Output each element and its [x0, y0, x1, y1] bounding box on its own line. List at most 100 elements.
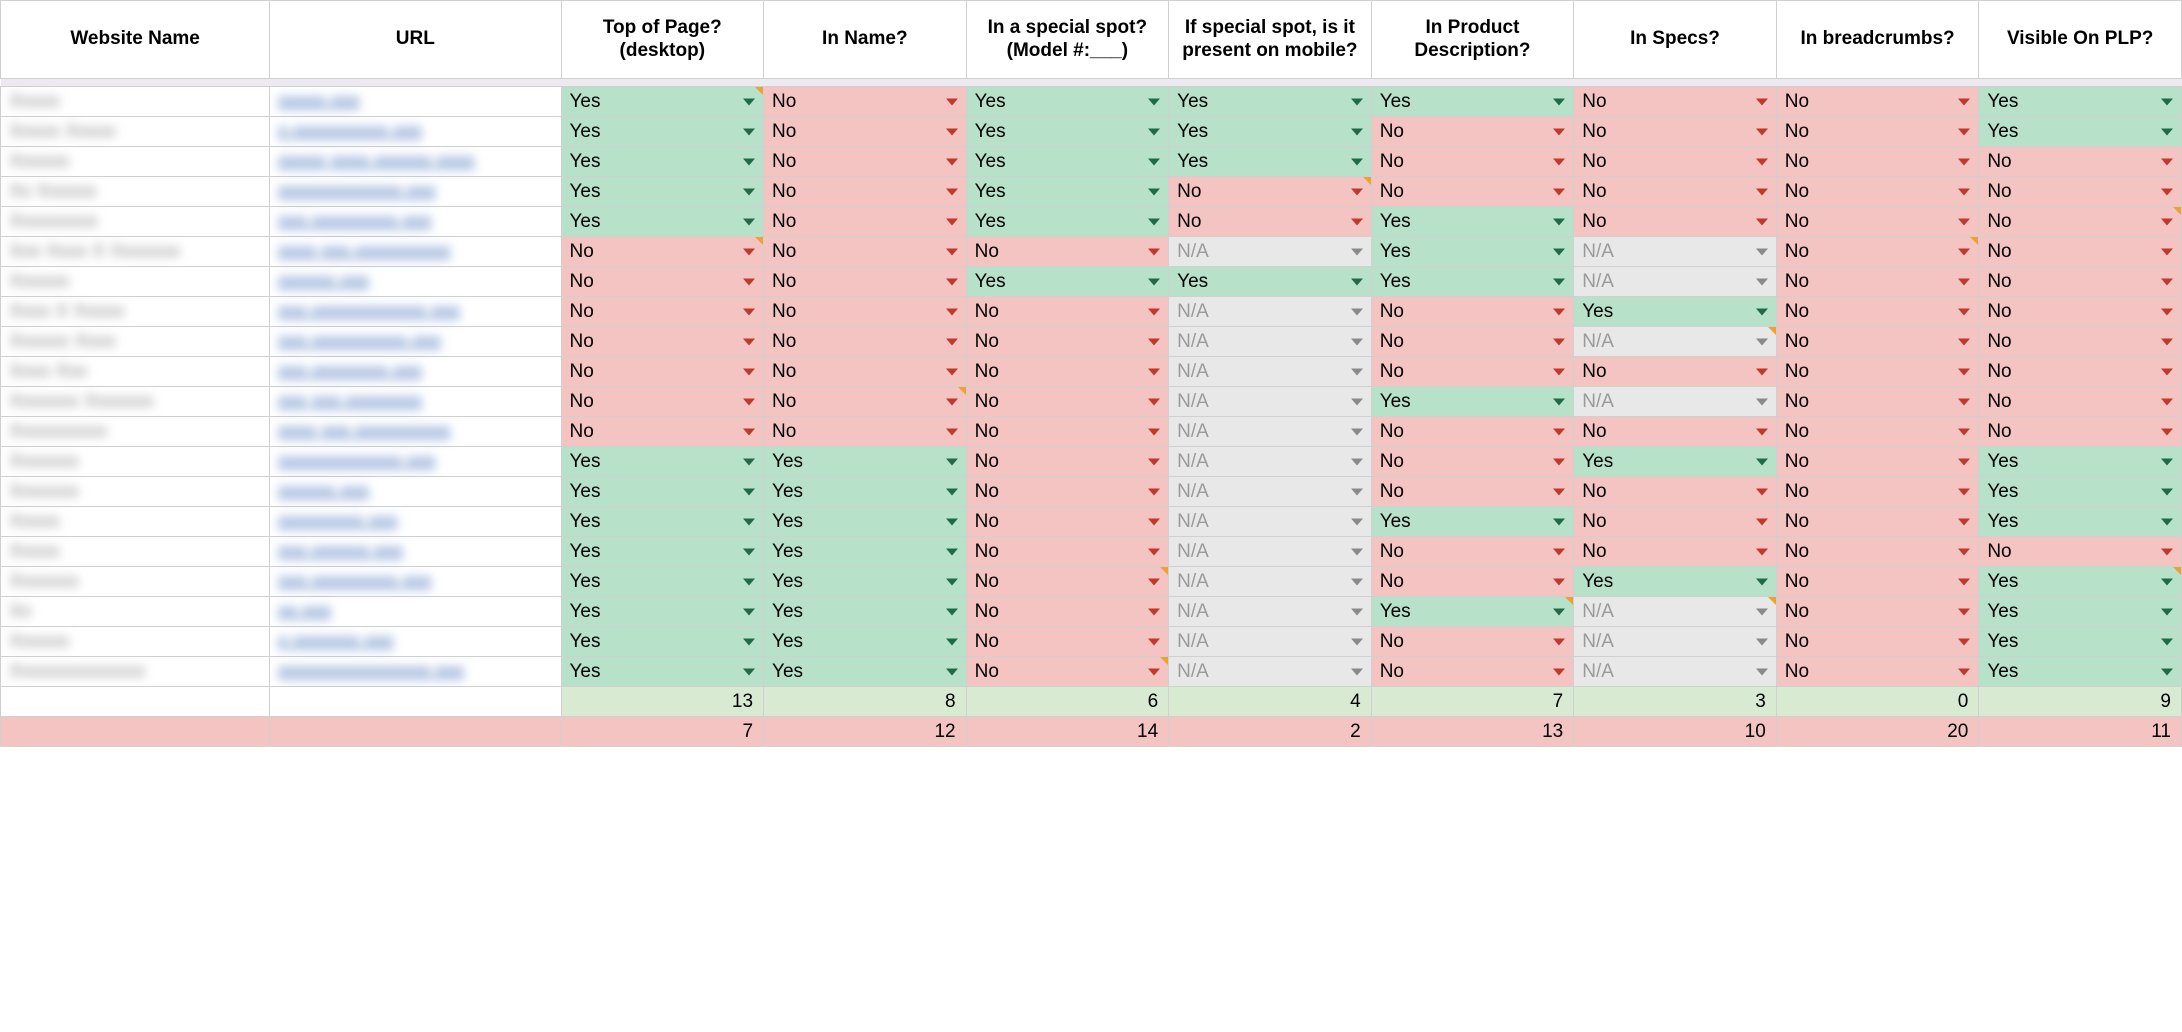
dropdown-arrow-icon[interactable] — [743, 98, 755, 105]
table-cell[interactable]: Yes — [1371, 387, 1574, 417]
table-cell[interactable]: No — [966, 327, 1169, 357]
dropdown-arrow-icon[interactable] — [1148, 248, 1160, 255]
column-header[interactable]: In Name? — [764, 1, 967, 79]
table-cell[interactable]: Yes — [1979, 447, 2182, 477]
table-cell[interactable]: Yes — [1371, 237, 1574, 267]
table-cell[interactable]: No — [1574, 177, 1777, 207]
dropdown-arrow-icon[interactable] — [2161, 638, 2173, 645]
dropdown-arrow-icon[interactable] — [1756, 518, 1768, 525]
dropdown-arrow-icon[interactable] — [1756, 248, 1768, 255]
table-cell[interactable]: Yes — [966, 117, 1169, 147]
dropdown-arrow-icon[interactable] — [743, 188, 755, 195]
dropdown-arrow-icon[interactable] — [946, 518, 958, 525]
table-row[interactable]: Xxxxxxxxxxxx.xxxxxxxxx.xxxYesNoYesNoYesN… — [1, 207, 2182, 237]
table-cell[interactable]: No — [1371, 627, 1574, 657]
table-cell[interactable]: No — [1776, 237, 1979, 267]
column-header[interactable]: If special spot, is it present on mobile… — [1169, 1, 1372, 79]
table-cell[interactable]: No — [764, 87, 967, 117]
table-cell[interactable]: No — [1776, 417, 1979, 447]
table-cell[interactable]: Yes — [1574, 567, 1777, 597]
table-cell[interactable]: N/A — [1169, 537, 1372, 567]
summary-cell[interactable]: 7 — [1371, 687, 1574, 717]
table-row[interactable]: Xxxxxxxxxxxx.xxxNoNoYesYesYesN/ANoNo — [1, 267, 2182, 297]
dropdown-arrow-icon[interactable] — [743, 338, 755, 345]
table-cell[interactable]: No — [561, 267, 764, 297]
dropdown-arrow-icon[interactable] — [1553, 188, 1565, 195]
url-cell[interactable]: xxxxxxxxxxxxxxxx.xxx — [270, 657, 561, 687]
dropdown-arrow-icon[interactable] — [743, 428, 755, 435]
dropdown-arrow-icon[interactable] — [1553, 518, 1565, 525]
dropdown-arrow-icon[interactable] — [946, 488, 958, 495]
table-cell[interactable]: Yes — [1371, 507, 1574, 537]
table-cell[interactable]: Yes — [561, 597, 764, 627]
url-link[interactable]: xxxxx.xxx — [278, 91, 359, 113]
url-cell[interactable]: xxx.xxxxxxxxxx.xxx — [270, 327, 561, 357]
table-cell[interactable]: No — [1574, 357, 1777, 387]
summary-cell[interactable]: 12 — [764, 717, 967, 747]
dropdown-arrow-icon[interactable] — [1553, 428, 1565, 435]
summary-cell[interactable]: 9 — [1979, 687, 2182, 717]
table-cell[interactable]: N/A — [1169, 327, 1372, 357]
table-cell[interactable]: No — [1169, 177, 1372, 207]
url-link[interactable]: xxx.xxxxxxxxxx.xxx — [278, 331, 441, 353]
url-link[interactable]: xxx.xxxxxx.xxx — [278, 541, 403, 563]
url-link[interactable]: x.xxxxxxx.xxx — [278, 631, 393, 653]
table-cell[interactable]: No — [1776, 507, 1979, 537]
table-cell[interactable]: Yes — [764, 537, 967, 567]
table-cell[interactable]: Yes — [561, 177, 764, 207]
table-row[interactable]: Xxxxxxxxxxxxxxxxxxxx.xxxYesYesNoN/ANoYes… — [1, 447, 2182, 477]
url-cell[interactable]: xx.xxx — [270, 597, 561, 627]
dropdown-arrow-icon[interactable] — [1553, 218, 1565, 225]
dropdown-arrow-icon[interactable] — [743, 158, 755, 165]
table-cell[interactable]: Yes — [1169, 267, 1372, 297]
table-cell[interactable]: No — [1979, 177, 2182, 207]
url-cell[interactable]: xxx.xxxxxxxx.xxx — [270, 357, 561, 387]
url-cell[interactable]: xxx.xxxxxx.xxx — [270, 537, 561, 567]
dropdown-arrow-icon[interactable] — [946, 218, 958, 225]
url-cell[interactable]: xxx xxx.xxxxxxxx — [270, 387, 561, 417]
table-cell[interactable]: Yes — [1574, 447, 1777, 477]
table-cell[interactable]: N/A — [1169, 297, 1372, 327]
dropdown-arrow-icon[interactable] — [2161, 428, 2173, 435]
cell-note-icon[interactable] — [1768, 327, 1776, 335]
table-row[interactable]: Xxxxxxx.xxxxxxx.xxxYesYesNoN/ANoN/ANoYes — [1, 627, 2182, 657]
dropdown-arrow-icon[interactable] — [1148, 188, 1160, 195]
column-header[interactable]: Visible On PLP? — [1979, 1, 2182, 79]
table-row[interactable]: Xxxxxxx Xxxxxxxxxx xxx.xxxxxxxxNoNoNoN/A… — [1, 387, 2182, 417]
dropdown-arrow-icon[interactable] — [743, 398, 755, 405]
table-cell[interactable]: Yes — [561, 657, 764, 687]
dropdown-arrow-icon[interactable] — [1351, 548, 1363, 555]
table-cell[interactable]: Yes — [561, 537, 764, 567]
url-cell[interactable]: xxxx xxx.xxxxxxxxxx — [270, 417, 561, 447]
dropdown-arrow-icon[interactable] — [1351, 278, 1363, 285]
dropdown-arrow-icon[interactable] — [1148, 128, 1160, 135]
dropdown-arrow-icon[interactable] — [1148, 278, 1160, 285]
dropdown-arrow-icon[interactable] — [1756, 668, 1768, 675]
url-link[interactable]: x.xxxxxxxxxx.xxx — [278, 121, 422, 143]
table-cell[interactable]: Yes — [1169, 147, 1372, 177]
spreadsheet-table[interactable]: Website NameURLTop of Page? (desktop)In … — [0, 0, 2182, 747]
dropdown-arrow-icon[interactable] — [1553, 308, 1565, 315]
dropdown-arrow-icon[interactable] — [1553, 638, 1565, 645]
table-cell[interactable]: Yes — [966, 267, 1169, 297]
table-cell[interactable]: N/A — [1169, 417, 1372, 447]
cell-note-icon[interactable] — [2173, 207, 2181, 215]
url-link[interactable]: xxxxxxxxx.xxx — [278, 511, 397, 533]
summary-cell[interactable]: 3 — [1574, 687, 1777, 717]
dropdown-arrow-icon[interactable] — [1553, 548, 1565, 555]
column-header[interactable]: In Specs? — [1574, 1, 1777, 79]
table-cell[interactable]: Yes — [1979, 627, 2182, 657]
summary-cell[interactable]: 7 — [561, 717, 764, 747]
table-cell[interactable]: No — [764, 267, 967, 297]
summary-cell[interactable]: 8 — [764, 687, 967, 717]
column-header[interactable]: In a special spot? (Model #:___) — [966, 1, 1169, 79]
dropdown-arrow-icon[interactable] — [1756, 98, 1768, 105]
summary-cell[interactable]: 2 — [1169, 717, 1372, 747]
table-cell[interactable]: No — [966, 567, 1169, 597]
table-cell[interactable]: N/A — [1169, 447, 1372, 477]
website-name-cell[interactable]: Xxxxxxx — [1, 477, 270, 507]
dropdown-arrow-icon[interactable] — [1553, 578, 1565, 585]
dropdown-arrow-icon[interactable] — [1351, 248, 1363, 255]
url-link[interactable]: xxxxx xxxx.xxxxxx.xxxx — [278, 151, 474, 173]
url-link[interactable]: xxx.xxxxxxxxx.xxx — [278, 571, 431, 593]
